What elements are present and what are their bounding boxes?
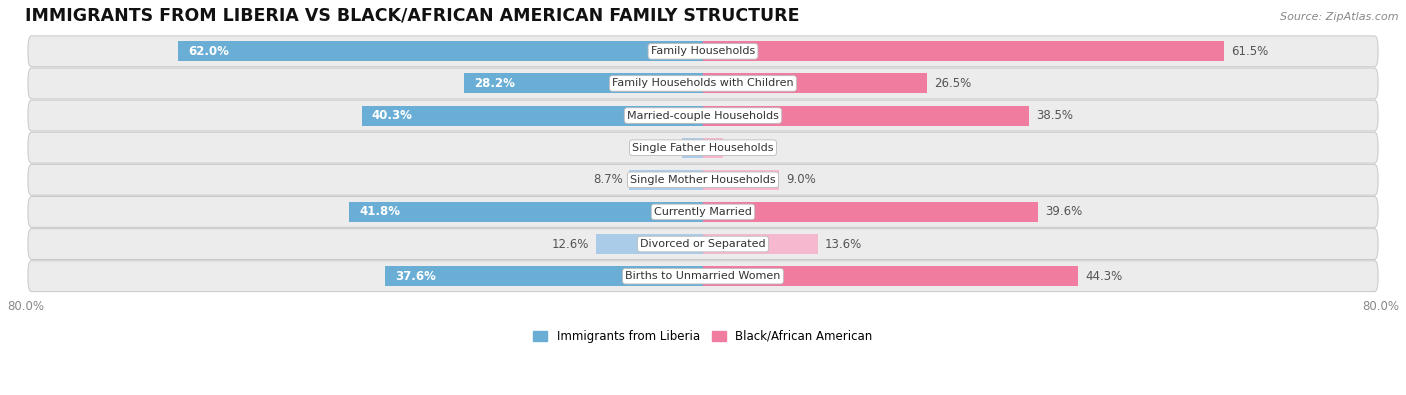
Text: 39.6%: 39.6% xyxy=(1045,205,1083,218)
Bar xyxy=(630,170,703,190)
Text: 8.7%: 8.7% xyxy=(593,173,623,186)
Text: 2.5%: 2.5% xyxy=(645,141,675,154)
Text: Births to Unmarried Women: Births to Unmarried Women xyxy=(626,271,780,281)
Text: Family Households with Children: Family Households with Children xyxy=(612,79,794,88)
FancyBboxPatch shape xyxy=(28,229,1378,260)
Bar xyxy=(385,266,703,286)
Text: IMMIGRANTS FROM LIBERIA VS BLACK/AFRICAN AMERICAN FAMILY STRUCTURE: IMMIGRANTS FROM LIBERIA VS BLACK/AFRICAN… xyxy=(25,7,800,25)
Text: 62.0%: 62.0% xyxy=(188,45,229,58)
Bar xyxy=(703,73,928,93)
Bar xyxy=(596,234,703,254)
Bar xyxy=(179,41,703,61)
Text: Family Households: Family Households xyxy=(651,46,755,56)
Bar xyxy=(464,73,703,93)
Text: Single Father Households: Single Father Households xyxy=(633,143,773,153)
Text: 38.5%: 38.5% xyxy=(1036,109,1073,122)
Text: 9.0%: 9.0% xyxy=(786,173,815,186)
Text: Source: ZipAtlas.com: Source: ZipAtlas.com xyxy=(1281,12,1399,22)
Bar xyxy=(703,266,1078,286)
FancyBboxPatch shape xyxy=(28,100,1378,131)
Bar xyxy=(703,138,723,158)
Bar xyxy=(703,170,779,190)
FancyBboxPatch shape xyxy=(28,68,1378,99)
FancyBboxPatch shape xyxy=(28,164,1378,195)
Text: 44.3%: 44.3% xyxy=(1085,270,1122,283)
Text: 40.3%: 40.3% xyxy=(371,109,413,122)
Text: 12.6%: 12.6% xyxy=(553,237,589,250)
Text: Currently Married: Currently Married xyxy=(654,207,752,217)
FancyBboxPatch shape xyxy=(28,197,1378,228)
FancyBboxPatch shape xyxy=(28,36,1378,67)
Bar xyxy=(703,105,1029,126)
FancyBboxPatch shape xyxy=(28,132,1378,163)
Bar xyxy=(361,105,703,126)
Text: 37.6%: 37.6% xyxy=(395,270,436,283)
Text: 2.4%: 2.4% xyxy=(730,141,761,154)
Text: 61.5%: 61.5% xyxy=(1230,45,1268,58)
Text: Single Mother Households: Single Mother Households xyxy=(630,175,776,185)
Bar xyxy=(349,202,703,222)
Text: 26.5%: 26.5% xyxy=(934,77,972,90)
Bar xyxy=(703,234,818,254)
Text: 28.2%: 28.2% xyxy=(474,77,515,90)
Text: Married-couple Households: Married-couple Households xyxy=(627,111,779,120)
Legend: Immigrants from Liberia, Black/African American: Immigrants from Liberia, Black/African A… xyxy=(529,325,877,348)
Text: 13.6%: 13.6% xyxy=(825,237,862,250)
Bar xyxy=(682,138,703,158)
Text: 41.8%: 41.8% xyxy=(359,205,401,218)
Text: Divorced or Separated: Divorced or Separated xyxy=(640,239,766,249)
FancyBboxPatch shape xyxy=(28,261,1378,292)
Bar xyxy=(703,41,1223,61)
Bar xyxy=(703,202,1039,222)
